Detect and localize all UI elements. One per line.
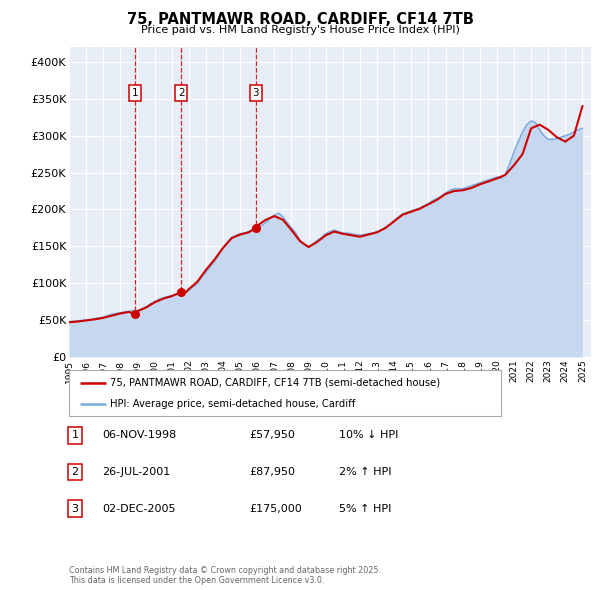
Text: 3: 3 (71, 504, 79, 513)
Text: Price paid vs. HM Land Registry's House Price Index (HPI): Price paid vs. HM Land Registry's House … (140, 25, 460, 35)
Text: 1: 1 (131, 88, 138, 98)
Text: 3: 3 (253, 88, 259, 98)
Text: 5% ↑ HPI: 5% ↑ HPI (339, 504, 391, 513)
Text: £175,000: £175,000 (249, 504, 302, 513)
Text: 2: 2 (71, 467, 79, 477)
Text: 2% ↑ HPI: 2% ↑ HPI (339, 467, 392, 477)
Text: £87,950: £87,950 (249, 467, 295, 477)
Text: 10% ↓ HPI: 10% ↓ HPI (339, 431, 398, 440)
Text: 75, PANTMAWR ROAD, CARDIFF, CF14 7TB (semi-detached house): 75, PANTMAWR ROAD, CARDIFF, CF14 7TB (se… (110, 378, 440, 388)
Text: 02-DEC-2005: 02-DEC-2005 (102, 504, 176, 513)
Text: 1: 1 (71, 431, 79, 440)
Text: Contains HM Land Registry data © Crown copyright and database right 2025.
This d: Contains HM Land Registry data © Crown c… (69, 566, 381, 585)
Text: 2: 2 (178, 88, 185, 98)
Text: 75, PANTMAWR ROAD, CARDIFF, CF14 7TB: 75, PANTMAWR ROAD, CARDIFF, CF14 7TB (127, 12, 473, 27)
Text: HPI: Average price, semi-detached house, Cardiff: HPI: Average price, semi-detached house,… (110, 399, 355, 409)
Text: £57,950: £57,950 (249, 431, 295, 440)
Text: 06-NOV-1998: 06-NOV-1998 (102, 431, 176, 440)
Text: 26-JUL-2001: 26-JUL-2001 (102, 467, 170, 477)
